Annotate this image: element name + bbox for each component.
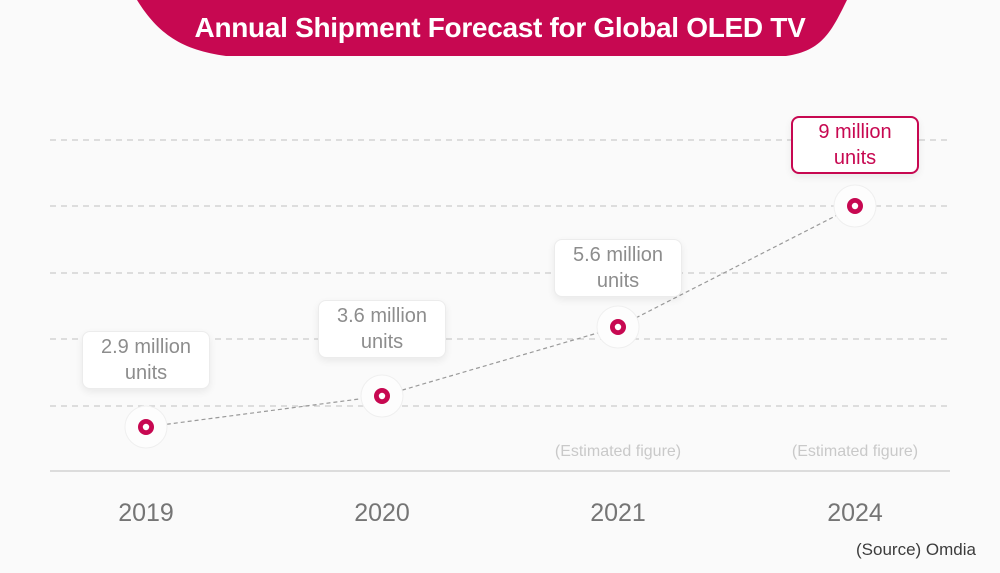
value-line2: units <box>124 362 168 384</box>
data-point-hole-2024 <box>851 202 859 210</box>
year-label-2024: 2024 <box>827 499 883 527</box>
trend-line <box>145 205 856 428</box>
year-label-2019: 2019 <box>118 499 174 527</box>
value-line1: 5.6 million <box>572 244 664 266</box>
value-line1: 9 million <box>818 121 892 143</box>
data-point-hole-2021 <box>614 323 622 331</box>
title-ribbon <box>137 0 847 56</box>
value-label-2024: 9 million units <box>791 116 919 174</box>
year-label-2021: 2021 <box>590 499 646 527</box>
estimated-note-2024: (Estimated figure) <box>791 443 919 460</box>
year-label-2020: 2020 <box>354 499 410 527</box>
value-line2: units <box>360 331 404 353</box>
value-line2: units <box>833 147 877 169</box>
data-point-hole-2019 <box>142 423 150 431</box>
title-ribbon-shape <box>137 0 847 56</box>
value-label-2021: 5.6 million units <box>554 239 682 297</box>
value-label-2020: 3.6 million units <box>318 300 446 358</box>
estimated-note-2021: (Estimated figure) <box>554 443 682 460</box>
data-point-hole-2020 <box>378 392 386 400</box>
value-line2: units <box>596 270 640 292</box>
source-note: (Source) Omdia <box>856 540 976 559</box>
value-label-2019: 2.9 million units <box>82 331 210 389</box>
value-line1: 3.6 million <box>336 305 428 327</box>
value-line1: 2.9 million <box>100 336 192 358</box>
chart-title: Annual Shipment Forecast for Global OLED… <box>194 12 806 43</box>
